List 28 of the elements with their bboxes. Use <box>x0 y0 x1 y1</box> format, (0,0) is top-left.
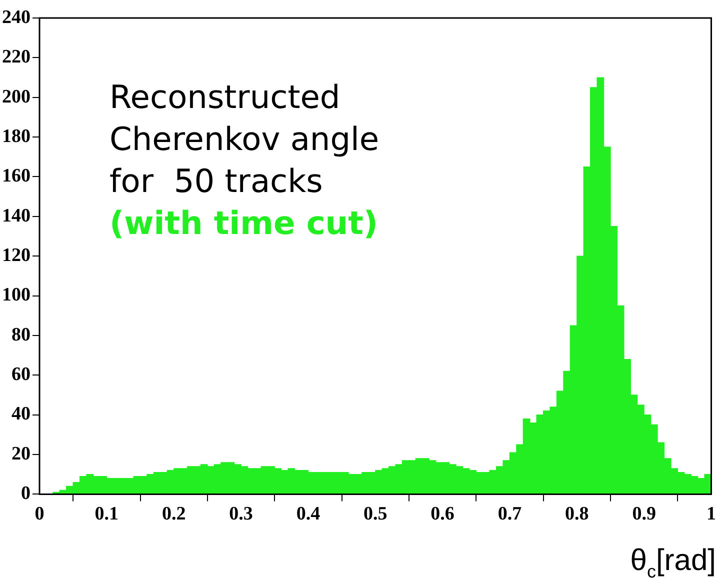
y-tick-label: 220 <box>2 46 30 68</box>
x-tick-label: 0.7 <box>498 504 522 525</box>
y-tick-label: 200 <box>2 86 30 108</box>
x-tick-label: 0.5 <box>364 504 388 525</box>
y-tick-label: 60 <box>12 364 30 386</box>
annotation: (with time cut) <box>110 204 378 242</box>
x-tick-label: 0.9 <box>632 504 656 525</box>
annotation: Reconstructed <box>110 78 340 116</box>
x-tick-label: 0 <box>34 504 44 525</box>
y-tick-label: 80 <box>12 324 30 346</box>
annotation: Cherenkov angle <box>110 120 380 158</box>
y-tick-label: 20 <box>12 443 30 464</box>
x-tick-label: 1 <box>706 504 716 525</box>
y-tick-label: 100 <box>2 284 30 306</box>
x-tick-label: 0.2 <box>162 504 186 525</box>
y-tick-label: 40 <box>12 404 30 425</box>
y-tick-label: 240 <box>2 6 30 28</box>
x-tick-label: 0.1 <box>94 504 119 525</box>
x-tick-label: 0.6 <box>430 504 454 525</box>
y-tick-label: 180 <box>2 126 30 147</box>
y-tick-label: 0 <box>21 483 30 504</box>
y-tick-label: 140 <box>2 205 30 226</box>
y-tick-label: 120 <box>2 245 30 266</box>
y-tick-label: 160 <box>2 166 30 187</box>
x-tick-label: 0.8 <box>565 504 589 525</box>
annotation: for 50 tracks <box>110 162 323 200</box>
x-tick-label: 0.3 <box>229 504 253 525</box>
x-tick-label: 0.4 <box>296 504 321 525</box>
